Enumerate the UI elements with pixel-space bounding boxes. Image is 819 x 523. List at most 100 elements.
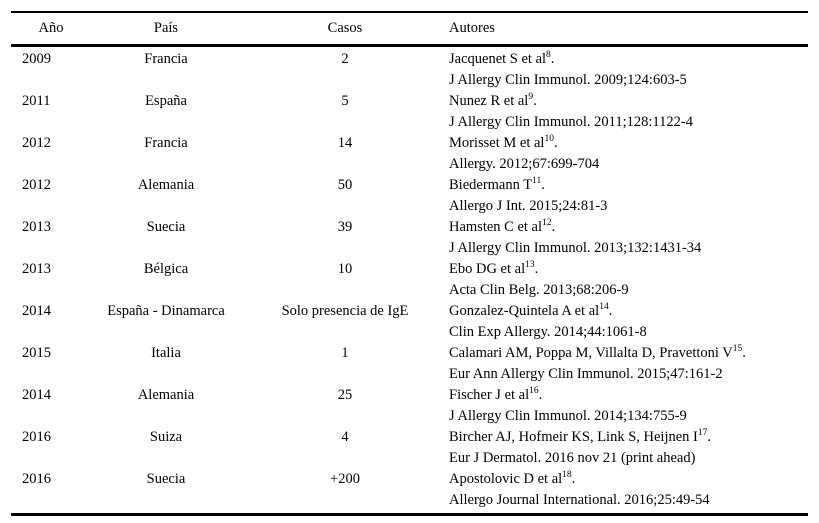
journal-citation: J Allergy Clin Immunol. 2009;124:603-5 — [449, 72, 687, 88]
author-names: Jacquenet S et al — [449, 51, 547, 67]
author-names: Morisset M et al — [449, 135, 545, 151]
cases-cell: 25 — [337, 387, 353, 403]
year-cell: 2013 — [22, 261, 51, 277]
citation-period: . — [553, 135, 558, 151]
authors-cell: Biedermann T11. Allergo J Int. 2015;24:8… — [449, 175, 808, 217]
citation-period: . — [571, 471, 576, 487]
table-row: 2013 Bélgica 10 Ebo DG et al13. Acta Cli… — [11, 259, 808, 301]
citation-period: . — [538, 387, 543, 403]
citation-period: . — [707, 429, 712, 445]
journal-citation: Allergo Journal International. 2016;25:4… — [449, 492, 710, 508]
table-body: 2009 Francia 2 Jacquenet S et al8. J All… — [11, 47, 808, 513]
table-row: 2013 Suecia 39 Hamsten C et al12. J Alle… — [11, 217, 808, 259]
year-cell: 2009 — [22, 51, 51, 67]
country-cell: Bélgica — [143, 261, 189, 277]
reference-number: 11 — [532, 176, 542, 186]
author-names: Calamari AM, Poppa M, Villalta D, Pravet… — [449, 345, 733, 361]
citation-period: . — [551, 219, 556, 235]
year-cell: 2015 — [22, 345, 51, 361]
table-row: 2015 Italia 1 Calamari AM, Poppa M, Vill… — [11, 343, 808, 385]
country-cell: Italia — [151, 345, 181, 361]
country-cell: Francia — [144, 135, 188, 151]
authors-cell: Hamsten C et al12. J Allergy Clin Immuno… — [449, 217, 808, 259]
author-names: Bircher AJ, Hofmeir KS, Link S, Heijnen … — [449, 429, 698, 445]
authors-cell: Calamari AM, Poppa M, Villalta D, Pravet… — [449, 343, 808, 385]
country-cell: Alemania — [137, 387, 195, 403]
journal-citation: Clin Exp Allergy. 2014;44:1061-8 — [449, 324, 647, 340]
author-names: Nunez R et al — [449, 93, 529, 109]
reference-number: 15 — [732, 344, 743, 354]
column-header-year: Año — [38, 20, 64, 36]
year-cell: 2014 — [22, 387, 51, 403]
column-header-cases: Casos — [327, 20, 363, 36]
journal-citation: J Allergy Clin Immunol. 2011;128:1122-4 — [449, 114, 693, 130]
table-row: 2014 Alemania 25 Fischer J et al16. J Al… — [11, 385, 808, 427]
table-row: 2009 Francia 2 Jacquenet S et al8. J All… — [11, 49, 808, 91]
reference-number: 10 — [544, 134, 554, 144]
journal-citation: Eur Ann Allergy Clin Immunol. 2015;47:16… — [449, 366, 723, 382]
author-names: Apostolovic D et al — [449, 471, 563, 487]
journal-citation: J Allergy Clin Immunol. 2013;132:1431-34 — [449, 240, 702, 256]
year-cell: 2012 — [22, 177, 51, 193]
reference-number: 13 — [525, 260, 535, 270]
column-header-authors: Autores — [449, 20, 495, 36]
country-cell: España - Dinamarca — [107, 303, 225, 319]
journal-citation: Allergy. 2012;67:699-704 — [449, 156, 600, 172]
citation-period: . — [608, 303, 613, 319]
table-row: 2016 Suecia +200 Apostolovic D et al18. … — [11, 469, 808, 511]
country-cell: Francia — [144, 51, 188, 67]
cases-cell: Solo presencia de IgE — [281, 303, 409, 319]
country-cell: Suecia — [146, 471, 186, 487]
cases-cell: +200 — [330, 471, 360, 487]
country-cell: Alemania — [137, 177, 195, 193]
journal-citation: Eur J Dermatol. 2016 nov 21 (print ahead… — [449, 450, 696, 466]
author-citation: Hamsten C et al12. — [449, 217, 808, 238]
author-citation: Calamari AM, Poppa M, Villalta D, Pravet… — [449, 343, 808, 364]
cases-cell: 5 — [341, 93, 349, 109]
citation-period: . — [550, 51, 555, 67]
author-citation: Ebo DG et al13. — [449, 259, 808, 280]
journal-citation: J Allergy Clin Immunol. 2014;134:755-9 — [449, 408, 687, 424]
year-cell: 2014 — [22, 303, 51, 319]
year-cell: 2016 — [22, 429, 51, 445]
authors-cell: Bircher AJ, Hofmeir KS, Link S, Heijnen … — [449, 427, 808, 469]
cases-table: Año País Casos Autores 2009 Francia 2 Ja… — [11, 11, 808, 516]
table-row: 2016 Suiza 4 Bircher AJ, Hofmeir KS, Lin… — [11, 427, 808, 469]
reference-number: 14 — [599, 302, 609, 312]
cases-cell: 1 — [341, 345, 349, 361]
country-cell: Suiza — [149, 429, 183, 445]
author-names: Gonzalez-Quintela A et al — [449, 303, 600, 319]
author-citation: Jacquenet S et al8. — [449, 49, 808, 70]
citation-period: . — [541, 177, 545, 193]
authors-cell: Ebo DG et al13. Acta Clin Belg. 2013;68:… — [449, 259, 808, 301]
year-cell: 2011 — [22, 93, 51, 109]
reference-number: 16 — [529, 386, 539, 396]
country-cell: Suecia — [146, 219, 186, 235]
cases-cell: 50 — [337, 177, 353, 193]
author-citation: Bircher AJ, Hofmeir KS, Link S, Heijnen … — [449, 427, 808, 448]
journal-citation: Acta Clin Belg. 2013;68:206-9 — [449, 282, 629, 298]
cases-cell: 4 — [341, 429, 349, 445]
reference-number: 18 — [562, 470, 572, 480]
citation-period: . — [533, 93, 537, 109]
author-names: Hamsten C et al — [449, 219, 543, 235]
reference-number: 8 — [546, 50, 551, 60]
journal-citation: Allergo J Int. 2015;24:81-3 — [449, 198, 608, 214]
author-names: Biedermann T — [449, 177, 533, 193]
table-row: 2012 Alemania 50 Biedermann T11. Allergo… — [11, 175, 808, 217]
year-cell: 2016 — [22, 471, 51, 487]
author-citation: Biedermann T11. — [449, 175, 808, 196]
author-citation: Nunez R et al9. — [449, 91, 808, 112]
author-citation: Morisset M et al10. — [449, 133, 808, 154]
column-header-country: País — [153, 20, 179, 36]
author-citation: Gonzalez-Quintela A et al14. — [449, 301, 808, 322]
citation-period: . — [534, 261, 539, 277]
table-header-row: Año País Casos Autores — [11, 13, 808, 47]
cases-cell: 14 — [337, 135, 353, 151]
citation-period: . — [742, 345, 746, 361]
authors-cell: Jacquenet S et al8. J Allergy Clin Immun… — [449, 49, 808, 91]
cases-cell: 39 — [337, 219, 353, 235]
table-row: 2014 España - Dinamarca Solo presencia d… — [11, 301, 808, 343]
authors-cell: Morisset M et al10. Allergy. 2012;67:699… — [449, 133, 808, 175]
